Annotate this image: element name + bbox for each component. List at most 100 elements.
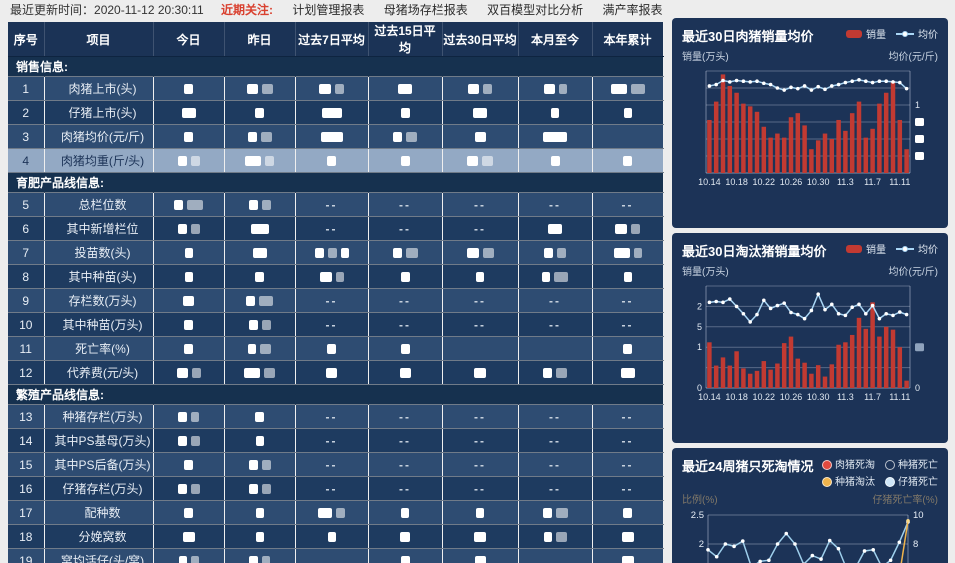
table-row[interactable]: 18 分娩窝数 bbox=[8, 524, 664, 549]
row-label: 其中PS后备(万头) bbox=[44, 452, 154, 477]
value-cell bbox=[224, 476, 296, 501]
value-cell: -- bbox=[442, 288, 519, 313]
line-swatch-icon bbox=[896, 30, 914, 38]
value-cell: -- bbox=[518, 404, 593, 429]
table-row[interactable]: 17 配种数 bbox=[8, 500, 664, 525]
svg-text:10.26: 10.26 bbox=[780, 392, 803, 402]
value-cell bbox=[224, 360, 296, 385]
table-row[interactable]: 14 其中PS基母(万头) -- -- -- -- -- bbox=[8, 428, 664, 453]
redacted-value-block bbox=[555, 532, 567, 543]
value-cell: -- bbox=[592, 428, 664, 453]
redacted-value-block bbox=[543, 532, 552, 543]
no-data-dash: -- bbox=[621, 457, 634, 472]
value-cell bbox=[592, 240, 664, 265]
redacted-value-block bbox=[184, 248, 193, 259]
section-row[interactable]: 繁殖产品线信息: bbox=[8, 384, 664, 405]
legend-item-breeder-cull[interactable]: 种猪淘汰 bbox=[822, 473, 875, 488]
redacted-value-block bbox=[467, 156, 478, 167]
value-cell bbox=[518, 148, 593, 173]
redacted-value-block bbox=[255, 508, 264, 519]
topbar-link-model-compare[interactable]: 双百模型对比分析 bbox=[487, 3, 584, 17]
value-cell bbox=[224, 76, 296, 101]
table-row[interactable]: 6 其中新增栏位 -- -- -- bbox=[8, 216, 664, 241]
value-cell bbox=[224, 404, 296, 429]
table-row[interactable]: 15 其中PS后备(万头) -- -- -- -- -- bbox=[8, 452, 664, 477]
redacted-value-block bbox=[621, 532, 634, 543]
legend-item-avg-price[interactable]: 均价 bbox=[896, 241, 938, 256]
legend-item-breeder-death[interactable]: 种猪死亡 bbox=[885, 456, 938, 471]
value-cell bbox=[518, 76, 593, 101]
row-label: 存栏数(万头) bbox=[44, 288, 154, 313]
redacted-value-block bbox=[249, 556, 258, 563]
no-data-dash: -- bbox=[399, 481, 411, 496]
table-row[interactable]: 19 窝均活仔(头/窝) bbox=[8, 548, 664, 563]
table-row[interactable]: 5 总栏位数 -- -- -- -- -- bbox=[8, 192, 664, 217]
svg-text:2.5: 2.5 bbox=[691, 510, 704, 521]
value-cell bbox=[224, 500, 296, 525]
redacted-value-block bbox=[623, 272, 632, 283]
redacted-value-block bbox=[548, 224, 562, 235]
value-cell bbox=[368, 76, 443, 101]
row-label: 肉猪上市(头) bbox=[44, 76, 154, 101]
redacted-value-block bbox=[399, 368, 411, 379]
table-row[interactable]: 11 死亡率(%) bbox=[8, 336, 664, 361]
value-cell bbox=[224, 124, 296, 149]
value-cell: -- bbox=[518, 288, 593, 313]
table-row[interactable]: 10 其中种苗(万头) -- -- -- -- -- bbox=[8, 312, 664, 337]
legend-item-sales[interactable]: 销量 bbox=[846, 26, 886, 41]
redacted-value-block bbox=[261, 484, 271, 495]
row-label: 仔猪存栏(万头) bbox=[44, 476, 154, 501]
value-cell bbox=[518, 524, 593, 549]
svg-text:2: 2 bbox=[697, 301, 702, 311]
table-row[interactable]: 2 仔猪上市(头) bbox=[8, 100, 664, 125]
value-cell: -- bbox=[518, 476, 593, 501]
no-data-dash: -- bbox=[399, 293, 411, 308]
column-header: 过去7日平均 bbox=[295, 22, 369, 57]
svg-text:0: 0 bbox=[915, 383, 920, 393]
table-row[interactable]: 9 存栏数(万头) -- -- -- -- -- bbox=[8, 288, 664, 313]
table-row[interactable]: 3 肉猪均价(元/斤) bbox=[8, 124, 664, 149]
row-number: 15 bbox=[8, 452, 45, 477]
redacted-value-block bbox=[558, 84, 567, 95]
topbar-link-plan-report[interactable]: 计划管理报表 bbox=[292, 3, 365, 17]
redacted-value-block bbox=[319, 84, 331, 95]
value-cell bbox=[518, 124, 593, 149]
legend-item-piglet-death[interactable]: 仔猪死亡 bbox=[885, 473, 938, 488]
value-cell bbox=[442, 124, 519, 149]
table-row[interactable]: 4 肉猪均重(斤/头) bbox=[8, 148, 664, 173]
value-cell bbox=[224, 548, 296, 563]
legend-item-meat-pig-death[interactable]: 肉猪死淘 bbox=[822, 456, 875, 471]
row-number: 5 bbox=[8, 192, 45, 217]
redacted-value-block bbox=[321, 108, 342, 119]
table-row[interactable]: 12 代养费(元/头) bbox=[8, 360, 664, 385]
value-cell bbox=[153, 500, 225, 525]
value-cell: -- bbox=[368, 404, 443, 429]
value-cell bbox=[592, 264, 664, 289]
value-cell bbox=[153, 548, 225, 563]
legend-item-avg-price[interactable]: 均价 bbox=[896, 26, 938, 41]
table-row[interactable]: 16 仔猪存栏(万头) -- -- -- -- -- bbox=[8, 476, 664, 501]
legend-item-sales[interactable]: 销量 bbox=[846, 241, 886, 256]
table-row[interactable]: 7 投苗数(头) bbox=[8, 240, 664, 265]
redacted-value-block bbox=[335, 84, 344, 95]
section-row[interactable]: 销售信息: bbox=[8, 56, 664, 77]
row-label: 肉猪均重(斤/头) bbox=[44, 148, 154, 173]
redacted-value-block bbox=[184, 460, 193, 471]
svg-text:11.11: 11.11 bbox=[889, 392, 910, 402]
value-cell bbox=[153, 452, 225, 477]
topbar-link-full-capacity-report[interactable]: 满产率报表 bbox=[602, 3, 663, 17]
table-row[interactable]: 13 种猪存栏(万头) -- -- -- -- -- bbox=[8, 404, 664, 429]
section-row[interactable]: 育肥产品线信息: bbox=[8, 172, 664, 193]
no-data-dash: -- bbox=[621, 433, 634, 448]
redacted-value-block bbox=[398, 84, 412, 95]
no-data-dash: -- bbox=[549, 433, 561, 448]
table-row[interactable]: 1 肉猪上市(头) bbox=[8, 76, 664, 101]
table-row[interactable]: 8 其中种苗(头) bbox=[8, 264, 664, 289]
redacted-value-block bbox=[248, 344, 256, 355]
svg-text:10.30: 10.30 bbox=[807, 392, 830, 402]
value-cell: -- bbox=[368, 216, 443, 241]
value-cell: -- bbox=[295, 192, 369, 217]
topbar-link-sow-farm-report[interactable]: 母猪场存栏报表 bbox=[383, 3, 468, 17]
value-cell bbox=[368, 548, 443, 563]
